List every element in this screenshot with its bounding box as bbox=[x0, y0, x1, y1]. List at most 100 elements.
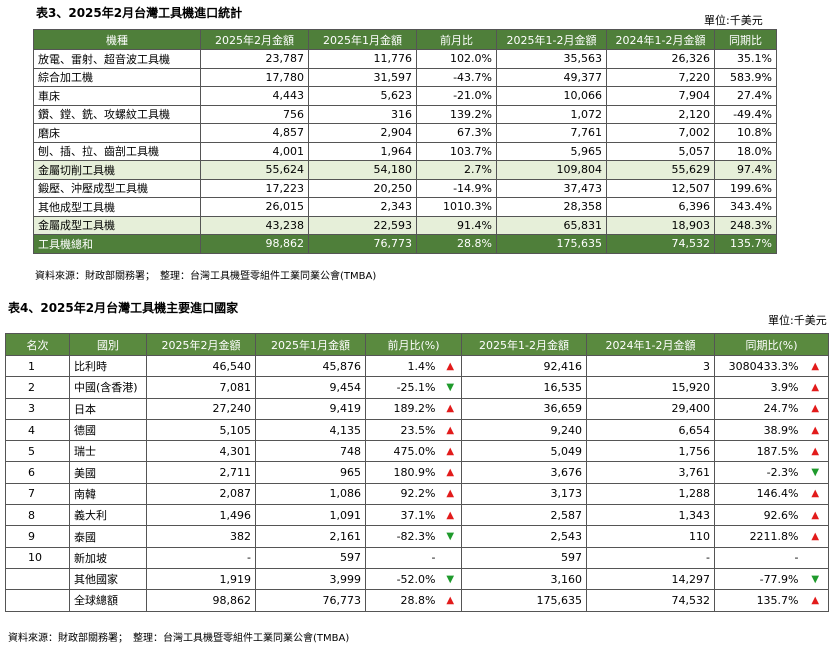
table4-yoy: 24.7% bbox=[714, 397, 803, 420]
table4-cell: 382 bbox=[146, 525, 256, 548]
table4-row: 全球總額 98,862 76,773 28.8% ▲ 175,635 74,532 135.7… bbox=[5, 589, 830, 612]
table4-rank: 10 bbox=[5, 546, 70, 569]
table3-cell: 35.1% bbox=[714, 49, 777, 69]
table4-cell: 3,160 bbox=[461, 567, 588, 591]
table3-cell: 10.8% bbox=[714, 123, 777, 143]
table4-yoy: 3.9% bbox=[714, 376, 803, 399]
table3-row: 其他成型工具機 26,015 2,343 1010.3% 28,358 6,396 343.… bbox=[33, 197, 777, 217]
table4-cell: 5,049 bbox=[461, 440, 588, 463]
table4-row: 1 比利時 46,540 45,876 1.4% ▲ 92,416 3 3080433.3% ▲ bbox=[5, 354, 830, 378]
table4-cell: 14,297 bbox=[586, 567, 716, 591]
table3-cell: 18,903 bbox=[606, 215, 715, 235]
table4-yoy: 2211.8% bbox=[714, 525, 803, 548]
table3-cell: 22,593 bbox=[308, 215, 417, 235]
table3-row-label: 工具機總和 bbox=[33, 234, 201, 254]
table4-yoy: 3080433.3% bbox=[714, 354, 803, 378]
table4-yoy: -2.3% bbox=[714, 461, 803, 484]
table4-country: 日本 bbox=[69, 397, 147, 420]
table3-cell: 35,563 bbox=[496, 49, 607, 69]
table4-rank: 2 bbox=[5, 376, 70, 399]
table3-cell: 1,072 bbox=[496, 104, 607, 124]
arrow-cell bbox=[439, 546, 463, 569]
table3-row-label: 金屬切削工具機 bbox=[33, 160, 201, 180]
table3-cell: 54,180 bbox=[308, 160, 417, 180]
table3-header-cell: 2025年2月金額 bbox=[200, 29, 309, 50]
table4-cell: 16,535 bbox=[461, 376, 588, 399]
table4-yoy: 135.7% bbox=[714, 589, 803, 612]
table4-row: 其他國家 1,919 3,999 -52.0% ▼ 3,160 14,297 -77.9% ▼ bbox=[5, 567, 830, 591]
table4-cell: 46,540 bbox=[146, 354, 256, 378]
table4-country: 美國 bbox=[69, 461, 147, 484]
arrow-up-icon: ▲ bbox=[439, 461, 463, 484]
table4-cell: 2,161 bbox=[255, 525, 366, 548]
table3-cell: 23,787 bbox=[200, 49, 309, 69]
arrow-up-icon: ▲ bbox=[802, 376, 830, 399]
table4-header-cell: 2025年2月金額 bbox=[146, 333, 256, 356]
table3-row: 金屬切削工具機 55,624 54,180 2.7% 109,804 55,629 97.4… bbox=[33, 160, 777, 180]
table3-cell: 17,223 bbox=[200, 178, 309, 198]
table4-mom: 28.8% bbox=[365, 589, 440, 612]
table3-cell: 12,507 bbox=[606, 178, 715, 198]
table4-cell: 597 bbox=[255, 546, 366, 569]
table4-cell: 110 bbox=[586, 525, 716, 548]
table4-rank: 6 bbox=[5, 461, 70, 484]
table4-rank bbox=[5, 589, 70, 612]
table3-cell: 2,904 bbox=[308, 123, 417, 143]
table3-cell: 37,473 bbox=[496, 178, 607, 198]
table3-cell: 139.2% bbox=[416, 104, 497, 124]
table3-cell: 91.4% bbox=[416, 215, 497, 235]
arrow-cell bbox=[802, 546, 830, 569]
table4-rank bbox=[5, 567, 70, 591]
table4-cell: 9,240 bbox=[461, 418, 588, 442]
table3-cell: 5,623 bbox=[308, 86, 417, 106]
table4-yoy: 146.4% bbox=[714, 482, 803, 506]
table4-cell: 4,301 bbox=[146, 440, 256, 463]
table3-cell: 31,597 bbox=[308, 67, 417, 87]
table3-cell: 199.6% bbox=[714, 178, 777, 198]
arrow-up-icon: ▲ bbox=[802, 397, 830, 420]
table3-header-cell: 2025年1月金額 bbox=[308, 29, 417, 50]
table4-cell: 6,654 bbox=[586, 418, 716, 442]
table4-rank: 8 bbox=[5, 504, 70, 527]
table3-cell: 2.7% bbox=[416, 160, 497, 180]
arrow-up-icon: ▲ bbox=[802, 482, 830, 506]
table3-header-cell: 前月比 bbox=[416, 29, 497, 50]
table4-cell: 7,081 bbox=[146, 376, 256, 399]
table3-cell: -21.0% bbox=[416, 86, 497, 106]
table4-cell: 45,876 bbox=[255, 354, 366, 378]
table4-cell: 1,756 bbox=[586, 440, 716, 463]
table3-title: 表3、2025年2月台灣工具機進口統計 bbox=[36, 6, 243, 20]
table4-yoy: 38.9% bbox=[714, 418, 803, 442]
table4-cell: 2,087 bbox=[146, 482, 256, 506]
table3-row: 金屬成型工具機 43,238 22,593 91.4% 65,831 18,903 248.… bbox=[33, 215, 777, 235]
arrow-up-icon: ▲ bbox=[802, 589, 830, 612]
arrow-down-icon: ▼ bbox=[439, 567, 463, 591]
table3-cell: 74,532 bbox=[606, 234, 715, 254]
table4-cell: 3,676 bbox=[461, 461, 588, 484]
table3-cell: 26,015 bbox=[200, 197, 309, 217]
table4-rank: 4 bbox=[5, 418, 70, 442]
table4-mom: 92.2% bbox=[365, 482, 440, 506]
table4-cell: 92,416 bbox=[461, 354, 588, 378]
table3-cell: 7,002 bbox=[606, 123, 715, 143]
table4-cell: 1,091 bbox=[255, 504, 366, 527]
table3-cell: 2,343 bbox=[308, 197, 417, 217]
table4-mom: 37.1% bbox=[365, 504, 440, 527]
table3: 機種 2025年2月金額 2025年1月金額 前月比 2025年1-2月金額 2024年1… bbox=[33, 29, 777, 254]
table4-header-cell: 國別 bbox=[69, 333, 147, 356]
table3-row: 磨床 4,857 2,904 67.3% 7,761 7,002 10.8% bbox=[33, 123, 777, 143]
table4-cell: - bbox=[586, 546, 716, 569]
table4-country: 德國 bbox=[69, 418, 147, 442]
table4-cell: 76,773 bbox=[255, 589, 366, 612]
table3-cell: 17,780 bbox=[200, 67, 309, 87]
table3-row: 鑽、鏜、銑、攻螺紋工具機 756 316 139.2% 1,072 2,120 -49.4% bbox=[33, 104, 777, 124]
table4-cell: 748 bbox=[255, 440, 366, 463]
table3-row-label: 綜合加工機 bbox=[33, 67, 201, 87]
arrow-down-icon: ▼ bbox=[802, 567, 830, 591]
arrow-down-icon: ▼ bbox=[439, 525, 463, 548]
table4-row: 9 泰國 382 2,161 -82.3% ▼ 2,543 110 2211.8% ▲ bbox=[5, 525, 830, 548]
table3-cell: 76,773 bbox=[308, 234, 417, 254]
table4-row: 5 瑞士 4,301 748 475.0% ▲ 5,049 1,756 187.5% ▲ bbox=[5, 440, 830, 463]
table4-mom: -25.1% bbox=[365, 376, 440, 399]
table3-cell: 4,443 bbox=[200, 86, 309, 106]
